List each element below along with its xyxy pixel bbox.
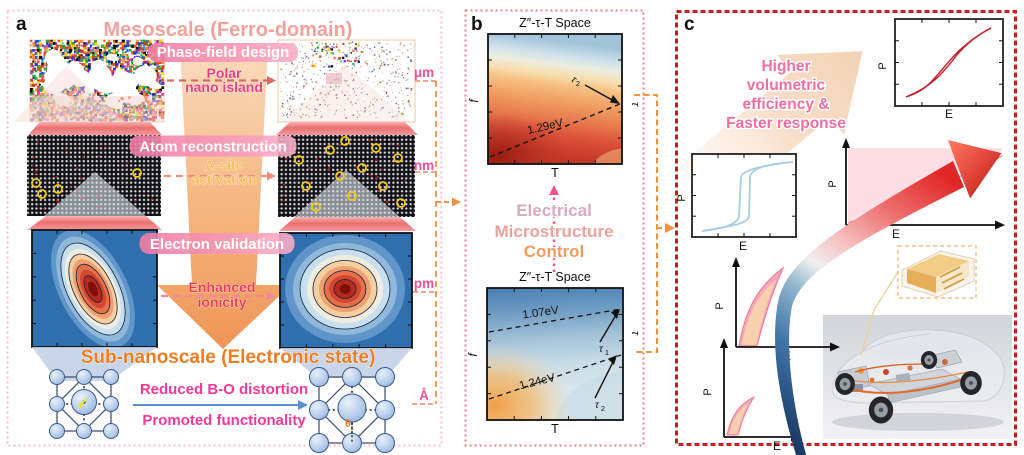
svg-text:P: P <box>702 388 714 395</box>
svg-text:Sub-nanoscale (Electronic stat: Sub-nanoscale (Electronic state) <box>81 347 376 368</box>
svg-text:P: P <box>827 180 839 187</box>
svg-text:1.07eV: 1.07eV <box>522 305 560 322</box>
svg-text:Control: Control <box>524 242 584 261</box>
svg-text:θ: θ <box>345 418 351 430</box>
svg-text:Microstructure: Microstructure <box>494 222 613 241</box>
svg-text:b: b <box>471 14 483 35</box>
svg-text:Enhanced: Enhanced <box>189 279 256 295</box>
svg-text:2: 2 <box>576 79 580 88</box>
svg-text:1: 1 <box>605 348 609 357</box>
svg-text:Mesoscale (Ferro-domain): Mesoscale (Ferro-domain) <box>104 19 353 41</box>
svg-text:Å: Å <box>419 388 429 403</box>
svg-text:f: f <box>467 98 481 103</box>
svg-text:P: P <box>676 194 688 201</box>
svg-text:T: T <box>551 166 559 180</box>
svg-text:activation: activation <box>191 171 256 187</box>
svg-text:ionicity: ionicity <box>197 294 246 310</box>
svg-text:τ: τ <box>569 74 579 86</box>
svg-text:2: 2 <box>601 404 605 413</box>
svg-text:volumetric: volumetric <box>747 77 826 94</box>
svg-text:f: f <box>466 352 480 357</box>
svg-text:τ: τ <box>595 399 600 411</box>
svg-text:P: P <box>877 62 889 69</box>
svg-text:c: c <box>684 14 695 35</box>
svg-text:Higher: Higher <box>761 58 810 75</box>
svg-text:nano island: nano island <box>185 79 263 95</box>
svg-text:Electron validation: Electron validation <box>150 236 284 253</box>
svg-text:E: E <box>945 107 953 121</box>
svg-text:Phase-field design: Phase-field design <box>157 44 290 61</box>
svg-text:pm: pm <box>414 276 434 291</box>
svg-text:τ: τ <box>599 343 604 355</box>
svg-text:T: T <box>551 422 559 436</box>
svg-text:Promoted functionality: Promoted functionality <box>142 412 306 429</box>
svg-text:Z″-τ-T Space: Z″-τ-T Space <box>519 270 591 284</box>
svg-text:Z″-τ-T Space: Z″-τ-T Space <box>519 16 591 30</box>
svg-text:Atom reconstruction: Atom reconstruction <box>139 139 287 156</box>
svg-text:P: P <box>714 302 726 309</box>
svg-text:E: E <box>773 439 781 453</box>
svg-text:A-site: A-site <box>205 157 244 173</box>
svg-text:Polar: Polar <box>206 65 242 81</box>
svg-text:efficiency &: efficiency & <box>742 96 829 113</box>
svg-text:τ: τ <box>629 102 641 107</box>
svg-text:E: E <box>739 239 747 253</box>
svg-text:Reduced B-O distortion: Reduced B-O distortion <box>140 381 308 398</box>
svg-text:τ: τ <box>629 331 641 336</box>
svg-text:nm: nm <box>414 158 434 173</box>
svg-text:a: a <box>16 14 27 35</box>
svg-text:μm: μm <box>414 65 434 80</box>
svg-text:Electrical: Electrical <box>516 201 592 220</box>
svg-text:Faster response: Faster response <box>726 115 846 132</box>
svg-text:E: E <box>892 227 900 241</box>
